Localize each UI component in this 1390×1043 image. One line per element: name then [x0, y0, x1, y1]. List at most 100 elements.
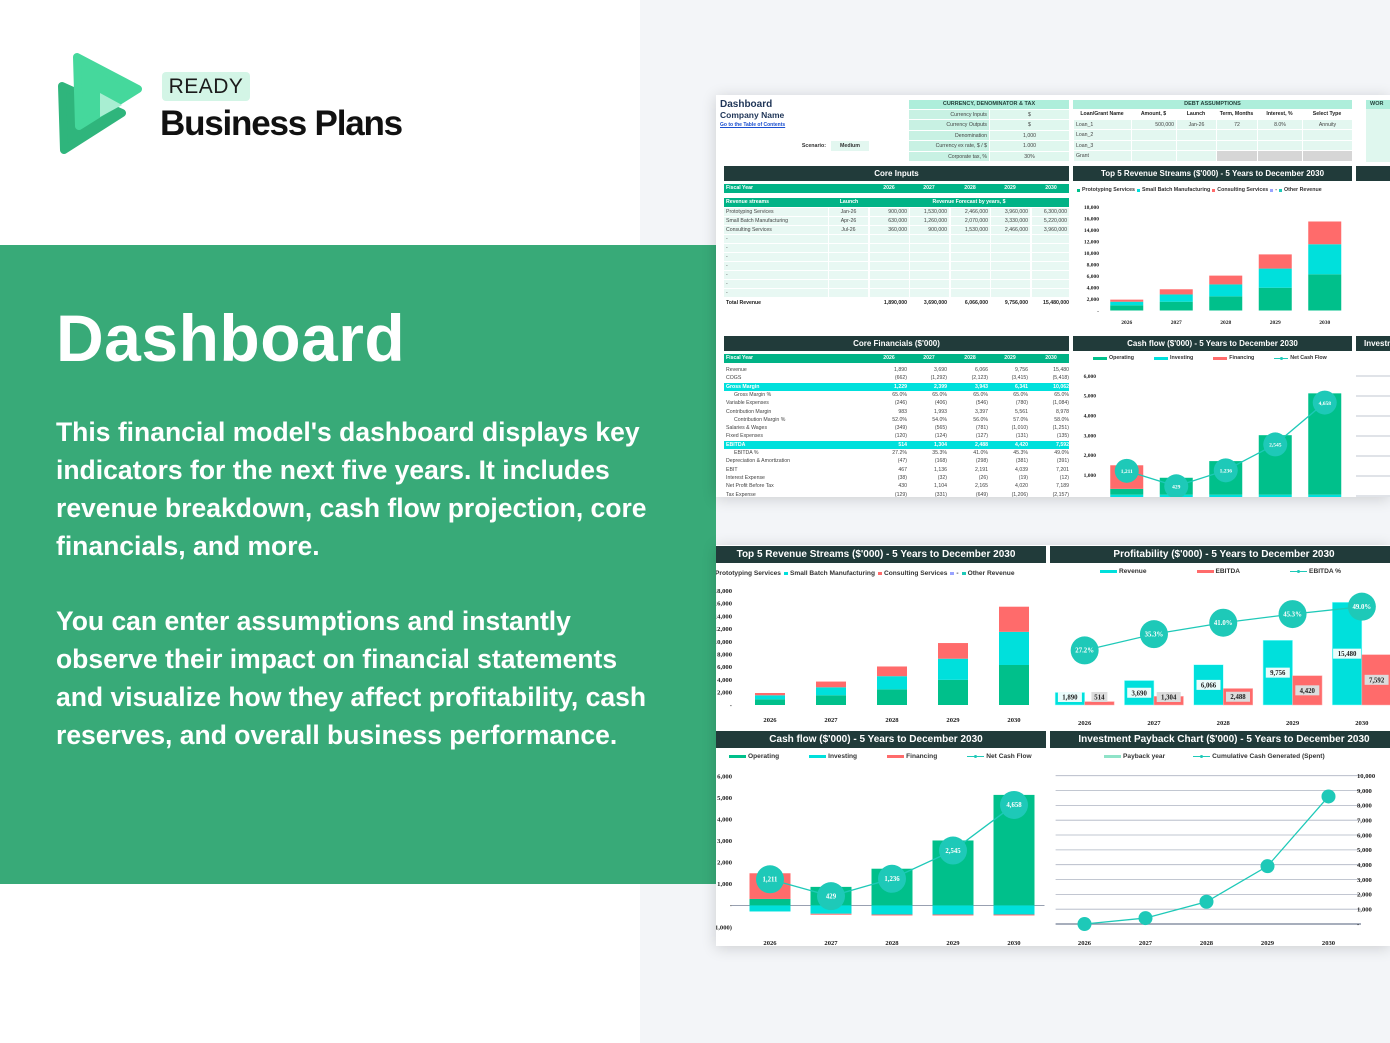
debt-cell[interactable] [1257, 151, 1302, 161]
legend-item[interactable]: Net Cash Flow [967, 753, 1032, 760]
debt-cell[interactable] [1176, 130, 1216, 140]
currency-value[interactable]: 1.000 [989, 141, 1069, 151]
legend-item[interactable]: Payback year [1104, 753, 1165, 760]
legend-item[interactable]: Revenue [1100, 568, 1147, 575]
stream-launch[interactable] [829, 271, 868, 279]
bar-investing [932, 905, 974, 915]
y-tick-label: 9,000 [1357, 788, 1373, 795]
debt-cell[interactable] [1131, 130, 1176, 140]
debt-cell[interactable]: 72 [1216, 120, 1257, 130]
debt-cell[interactable] [1131, 151, 1176, 161]
financial-value: 65.0% [892, 391, 907, 398]
financial-value: (124) [934, 433, 947, 440]
line-marker [1321, 789, 1336, 804]
chart-legend: Prototyping Services Small Batch Manufact… [1077, 187, 1324, 193]
currency-value[interactable]: $ [989, 110, 1069, 120]
financial-value: (649) [975, 491, 988, 498]
toc-link[interactable]: Go to the Table of Contents [720, 122, 786, 128]
bar-small-batch-manufacturing [816, 687, 846, 696]
stream-launch[interactable]: Jul-26 [829, 226, 868, 234]
debt-column-header: Loan/Grant Name [1080, 111, 1124, 117]
debt-cell[interactable] [1302, 140, 1352, 151]
legend-item[interactable]: Cumulative Cash Generated (Spent) [1193, 753, 1325, 760]
x-tick-label: 2028 [1220, 320, 1231, 326]
debt-cell[interactable] [1131, 140, 1176, 151]
debt-cell[interactable] [1176, 140, 1216, 151]
financial-value: (129) [894, 491, 907, 498]
legend-item[interactable]: - [1270, 187, 1277, 193]
stream-name[interactable]: Consulting Services [724, 226, 828, 234]
year-header: 2027 [923, 185, 935, 191]
stream-name[interactable]: - [724, 271, 828, 279]
stream-launch[interactable] [829, 253, 868, 261]
year-header: 2030 [1045, 185, 1057, 191]
data-label-box [1333, 648, 1362, 659]
stream-name[interactable]: Small Batch Manufacturing [724, 217, 828, 225]
financial-value: (2,157) [1052, 491, 1069, 498]
debt-cell[interactable] [1302, 151, 1352, 161]
currency-value[interactable]: $ [989, 120, 1069, 130]
legend-swatch-icon [1077, 188, 1080, 192]
debt-cell[interactable]: 8.0% [1257, 120, 1302, 130]
legend-item[interactable]: Small Batch Manufacturing [1137, 187, 1210, 193]
legend-item[interactable]: Prototyping Services [1077, 187, 1135, 193]
data-label: 514 [1094, 695, 1105, 702]
legend-item[interactable]: Financing [887, 753, 937, 760]
debt-cell[interactable] [1257, 130, 1302, 140]
legend-item[interactable]: Investing [1154, 355, 1193, 361]
stream-launch[interactable] [829, 262, 868, 270]
stream-name[interactable]: - [724, 235, 828, 243]
legend-item[interactable]: Financing [1213, 355, 1254, 361]
financial-value: 9,756 [1015, 367, 1028, 373]
stream-name[interactable]: - [724, 253, 828, 261]
stream-value [869, 253, 909, 261]
currency-value[interactable]: 1,000 [989, 130, 1069, 141]
legend-item[interactable]: Consulting Services [877, 570, 947, 577]
legend-item[interactable]: Net Cash Flow [1274, 355, 1327, 361]
stream-launch[interactable] [829, 289, 868, 297]
legend-item[interactable]: EBITDA [1196, 568, 1240, 575]
stream-value [1031, 253, 1069, 261]
legend-item[interactable]: Other Revenue [1278, 187, 1322, 193]
stream-name[interactable]: Prototyping Services [724, 208, 828, 216]
legend-item[interactable]: - [950, 570, 959, 577]
legend-item[interactable]: Investing [809, 753, 857, 760]
stream-value [869, 262, 909, 270]
stream-name[interactable]: - [724, 244, 828, 252]
debt-cell[interactable] [1302, 130, 1352, 140]
debt-cell[interactable]: Jan-26 [1176, 120, 1216, 130]
legend-item[interactable]: Other Revenue [961, 570, 1014, 577]
data-bubble [1000, 790, 1028, 819]
legend-item[interactable]: Prototyping Services [716, 570, 781, 577]
stream-name[interactable]: - [724, 280, 828, 288]
debt-cell[interactable] [1216, 151, 1257, 161]
stream-launch[interactable]: Jan-26 [829, 208, 868, 216]
debt-cell[interactable] [1176, 151, 1216, 161]
bar-prototyping-services [1110, 305, 1144, 311]
legend-item[interactable]: Small Batch Manufacturing [783, 570, 875, 577]
financial-value: (1,292) [930, 375, 947, 382]
currency-value[interactable]: 30% [989, 151, 1069, 161]
financial-label: Salaries & Wages [726, 425, 768, 432]
stream-launch[interactable]: Apr-26 [829, 217, 868, 225]
legend-label: Operating [748, 753, 780, 760]
legend-item[interactable]: Operating [1093, 355, 1134, 361]
debt-cell[interactable] [1216, 140, 1257, 151]
debt-cell[interactable]: 500,000 [1131, 120, 1176, 130]
debt-cell[interactable]: Annuity [1302, 120, 1352, 130]
data-label: 15,480 [1338, 651, 1357, 658]
stream-launch[interactable] [829, 280, 868, 288]
debt-cell[interactable] [1216, 130, 1257, 140]
stream-launch[interactable] [829, 235, 868, 243]
debt-cell[interactable] [1257, 140, 1302, 151]
financial-value: (127) [975, 433, 988, 440]
legend-item[interactable]: EBITDA % [1290, 568, 1341, 575]
financial-value: (331) [934, 491, 947, 498]
stream-launch[interactable] [829, 244, 868, 252]
legend-item[interactable]: Operating [729, 753, 779, 760]
legend-item[interactable]: Consulting Services [1212, 187, 1268, 193]
scenario-select[interactable]: Medium [831, 141, 869, 151]
stream-name[interactable]: - [724, 289, 828, 297]
stream-name[interactable]: - [724, 262, 828, 270]
financial-value: 7,189 [1056, 483, 1069, 490]
